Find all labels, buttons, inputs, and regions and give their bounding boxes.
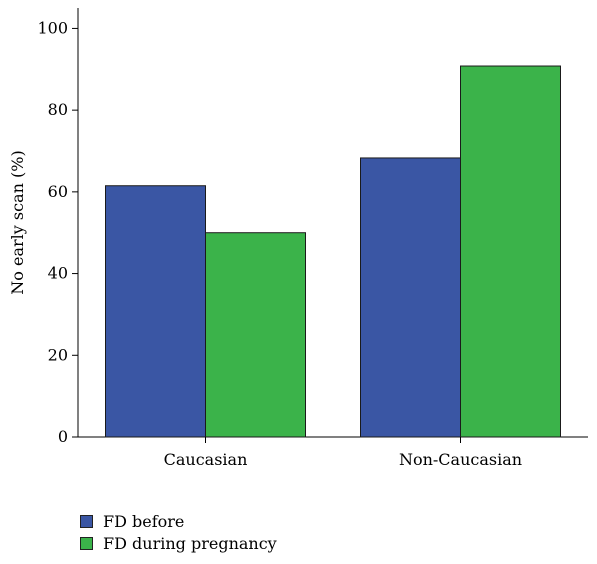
x-tick-label-caucasian: Caucasian (164, 450, 248, 469)
legend-label-fd-during-pregnancy: FD during pregnancy (103, 533, 277, 553)
legend-item-fd-during-pregnancy: FD during pregnancy (80, 532, 277, 554)
bar-caucasian-fd-before (105, 185, 206, 438)
legend-swatch-fd-during-pregnancy (80, 536, 93, 550)
legend-label-fd-before: FD before (103, 511, 185, 531)
bar-non-caucasian-fd-before (360, 157, 461, 438)
bar-caucasian-fd-during-pregnancy (205, 232, 306, 438)
y-tick-label-80: 80 (48, 100, 68, 119)
bar-non-caucasian-fd-during-pregnancy (460, 65, 561, 438)
y-tick-label-60: 60 (48, 182, 68, 201)
legend-item-fd-before: FD before (80, 510, 277, 532)
y-axis-label: No early scan (%) (8, 150, 27, 294)
y-tick-label-100: 100 (37, 18, 68, 37)
legend-swatch-fd-before (80, 514, 93, 528)
x-tick-label-non-caucasian: Non-Caucasian (399, 450, 522, 469)
y-tick-label-0: 0 (58, 427, 68, 446)
legend: FD before FD during pregnancy (80, 510, 277, 554)
y-tick-label-20: 20 (48, 345, 68, 364)
y-tick-label-40: 40 (48, 264, 68, 283)
